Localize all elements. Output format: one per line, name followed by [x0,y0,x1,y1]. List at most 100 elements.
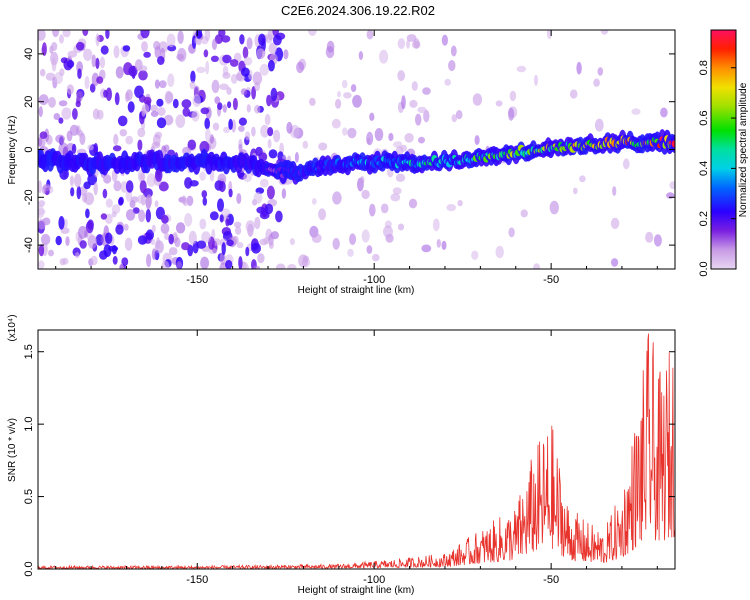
noise-blob [218,181,226,193]
noise-blob [105,232,113,244]
noise-blob [444,78,452,86]
noise-blob [38,208,46,216]
noise-blob [62,30,71,38]
noise-blob [366,131,374,146]
noise-blob [199,218,207,230]
noise-blob [205,128,211,143]
noise-blob [51,42,58,51]
noise-blob [124,237,133,251]
noise-blob [270,87,278,102]
noise-blob [52,30,60,38]
noise-blob [390,193,401,202]
noise-blob [252,71,263,86]
noise-blob [141,103,150,115]
noise-blob [594,118,604,132]
noise-blob [58,100,68,107]
noise-blob [78,225,88,239]
noise-blob [202,197,208,206]
noise-blob [188,230,197,245]
noise-blob [422,87,431,95]
noise-blob [395,173,406,182]
top-y-axis-label: Frequency (Hz) [7,116,18,185]
noise-blob [117,115,128,127]
noise-blob [151,141,161,149]
noise-blob [139,65,148,72]
noise-blob [182,146,192,156]
noise-blob [361,229,370,243]
noise-blob [495,100,503,107]
noise-blob [112,145,122,152]
noise-blob [158,80,167,89]
noise-blob [150,110,159,117]
noise-blob [192,94,201,107]
noise-blob [331,118,341,129]
x-tick-label: -50 [543,574,559,586]
noise-blob [360,176,365,185]
x-tick-label: -100 [363,574,385,586]
noise-blob [221,242,226,256]
noise-blob [151,224,156,233]
noise-blob [569,89,578,99]
noise-blob [115,66,124,79]
noise-blob [235,226,242,235]
noise-blob [69,175,74,187]
noise-blob [158,41,169,53]
noise-blob [369,203,376,217]
noise-blob [448,60,456,72]
noise-blob [302,140,309,149]
noise-blob [268,241,274,249]
noise-blob [102,188,108,199]
noise-blob [361,189,370,200]
noise-blob [409,99,418,108]
noise-blob [318,142,328,151]
noise-blob [69,124,79,136]
noise-blob [610,217,620,229]
noise-blob [471,250,479,260]
noise-blob [457,199,463,207]
noise-blob [177,30,184,44]
noise-blob [593,78,600,87]
noise-blob [62,257,69,265]
noise-blob [253,192,263,204]
noise-blob [232,97,238,111]
noise-blob [119,129,128,137]
noise-blob [38,136,43,147]
noise-blob [130,196,139,203]
noise-blob [660,107,668,118]
noise-blob [257,253,265,264]
colorbar-label: Normalized spectral amplitude [738,82,749,217]
noise-blob [61,107,72,120]
noise-blob [289,238,295,246]
noise-blob [99,56,106,69]
noise-blob [184,177,193,189]
colorbar-ticks: 0.0 0.2 0.4 0.6 0.8 [698,60,736,277]
noise-blob [366,30,374,40]
noise-blob [241,67,250,77]
y-tick-label: 20 [23,96,35,108]
noise-blob [193,85,200,96]
noise-blob [172,98,179,109]
noise-blob [653,234,662,247]
bottom-x-axis-label: Height of straight line (km) [298,585,415,596]
noise-blob [264,203,274,215]
noise-blob [139,173,146,181]
noise-blob [235,72,244,81]
noise-blob [41,185,47,194]
noise-blob [122,45,131,52]
noise-blob [256,48,266,60]
noise-blob [209,211,219,221]
noise-blob [95,33,100,47]
noise-blob [243,173,252,183]
noise-blob [196,240,207,249]
noise-blob [181,99,192,109]
noise-blob [472,93,483,106]
noise-blob [275,263,286,269]
noise-blob [446,204,457,212]
noise-blob [251,86,256,100]
noise-blob [87,144,94,151]
noise-blob [67,50,78,58]
noise-blob [230,73,238,84]
noise-blob [55,235,62,246]
noise-blob [254,104,261,114]
noise-blob [669,181,675,190]
